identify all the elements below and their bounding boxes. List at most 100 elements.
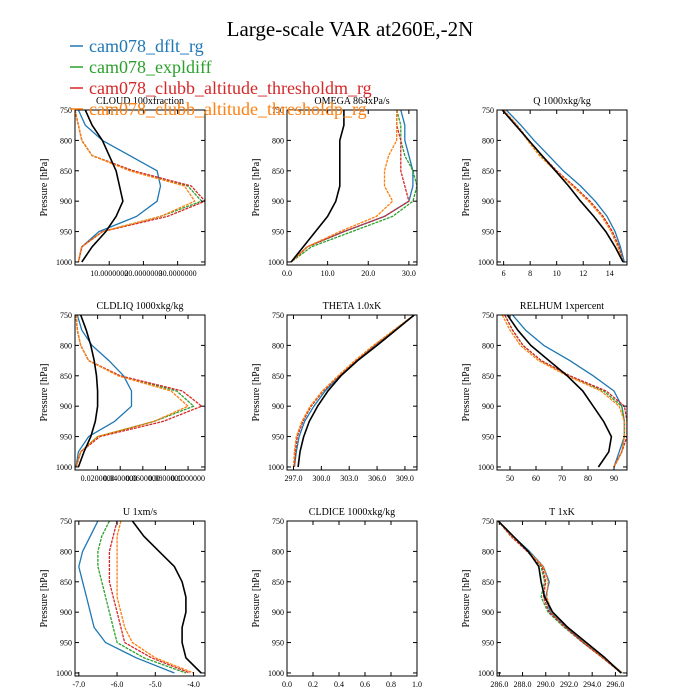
series-line-obs — [290, 110, 345, 263]
plot-frame — [286, 520, 418, 677]
x-tick-label: 0.2 — [308, 680, 318, 689]
y-axis-label: Pressure [hPa] — [251, 363, 262, 421]
y-tick-label: 850 — [60, 578, 72, 587]
y-tick-label: 950 — [482, 639, 494, 648]
y-axis-label: Pressure [hPa] — [461, 363, 472, 421]
y-tick-label: 850 — [482, 372, 494, 381]
x-tick-label: -5.0 — [149, 680, 162, 689]
series-line-cam078_clubb_altitude_thresholdp_rg — [75, 110, 196, 263]
x-tick-label: 80 — [584, 474, 592, 483]
x-tick-label: 60 — [532, 474, 540, 483]
panel-6: RELHUM 1xpercent Pressure [hPa] 1000 950 900… — [461, 301, 628, 483]
y-axis-label: Pressure [hPa] — [39, 569, 50, 627]
y-tick-label: 900 — [60, 197, 72, 206]
x-tick-label: 0.0200000 — [81, 474, 115, 483]
x-tick-label: 0.0800000 — [148, 474, 182, 483]
y-tick-label: 1000 — [268, 669, 284, 678]
y-tick-label: 750 — [482, 311, 494, 320]
y-tick-label: 950 — [272, 228, 284, 237]
y-tick-label: 900 — [482, 608, 494, 617]
panel-1: CLOUD 100xfraction Pressure [hPa] 1000 950 9… — [39, 96, 206, 278]
x-tick-label: 0.1000000 — [171, 474, 205, 483]
series-line-obs — [77, 315, 99, 468]
legend-label: cam078_clubb_altitude_thresholdp_rg — [89, 99, 367, 119]
y-axis-label: Pressure [hPa] — [461, 569, 472, 627]
y-tick-label: 900 — [272, 197, 284, 206]
y-tick-label: 800 — [482, 547, 494, 556]
x-tick-label: 70 — [558, 474, 566, 483]
series-line-obs — [497, 521, 622, 674]
plot-frame — [74, 109, 206, 266]
x-tick-label: 30.0000000 — [159, 269, 197, 278]
panel-title: OMEGA 864xPa/s — [314, 96, 389, 107]
panel-title: Q 1000xkg/kg — [533, 96, 591, 107]
y-tick-label: 900 — [482, 197, 494, 206]
series-line-cam078_clubb_altitude_thresholdm_rg — [497, 521, 622, 674]
y-tick-label: 850 — [272, 372, 284, 381]
y-axis-label: Pressure [hPa] — [461, 158, 472, 216]
y-tick-label: 950 — [272, 433, 284, 442]
x-tick-label: 303.0 — [340, 474, 358, 483]
x-tick-label: 12 — [579, 269, 587, 278]
y-tick-label: 1000 — [56, 258, 72, 267]
x-tick-label: 20.0 — [361, 269, 375, 278]
y-tick-label: 950 — [482, 433, 494, 442]
x-tick-label: 290.0 — [537, 680, 555, 689]
plot-frame — [74, 314, 206, 471]
x-tick-label: -7.0 — [72, 680, 85, 689]
y-tick-label: 800 — [272, 136, 284, 145]
figure-title: Large-scale VAR at260E,-2N — [227, 17, 474, 41]
series-line-cam078_clubb_altitude_thresholdm_rg — [504, 315, 627, 468]
y-axis-label: Pressure [hPa] — [251, 158, 262, 216]
panel-5: THETA 1.0xK Pressure [hPa] 1000 950 900 850 80… — [251, 301, 418, 483]
panel-title: THETA 1.0xK — [323, 301, 382, 312]
x-tick-label: 0.0 — [282, 269, 292, 278]
y-tick-label: 800 — [60, 341, 72, 350]
series-line-obs — [131, 521, 202, 674]
y-tick-label: 1000 — [56, 669, 72, 678]
y-tick-label: 750 — [272, 106, 284, 115]
y-tick-label: 750 — [60, 517, 72, 526]
panel-9: T 1xK Pressure [hPa] 1000 950 900 850 800 750 28… — [461, 507, 628, 689]
series-line-cam078_clubb_altitude_thresholdp_rg — [75, 315, 189, 468]
plot-frame — [496, 520, 628, 677]
y-tick-label: 850 — [482, 578, 494, 587]
panel-2: OMEGA 864xPa/s Pressure [hPa] 1000 950 900 85… — [251, 96, 418, 278]
y-tick-label: 900 — [482, 402, 494, 411]
series-lines — [497, 521, 623, 674]
series-line-obs — [501, 110, 624, 263]
x-tick-label: 297.0 — [285, 474, 303, 483]
legend-label: cam078_clubb_altitude_thresholdm_rg — [89, 78, 372, 98]
panel-8: CLDICE 1000xkg/kg Pressure [hPa] 1000 950 90… — [251, 507, 422, 689]
series-line-cam078_clubb_altitude_thresholdm_rg — [108, 521, 190, 674]
series-lines — [501, 315, 627, 468]
x-tick-label: 286.0 — [490, 680, 508, 689]
y-tick-label: 900 — [60, 608, 72, 617]
panel-7: U 1xm/s Pressure [hPa] 1000 950 900 850 800 750… — [39, 507, 206, 689]
x-tick-label: 20.0000000 — [124, 269, 162, 278]
series-line-cam078_clubb_altitude_thresholdp_rg — [501, 315, 626, 468]
y-tick-label: 750 — [60, 311, 72, 320]
panel-title: CLOUD 100xfraction — [96, 96, 184, 107]
x-tick-label: 0.6 — [360, 680, 370, 689]
x-tick-label: 50 — [506, 474, 514, 483]
x-tick-label: 10.0 — [321, 269, 335, 278]
x-tick-label: -4.0 — [187, 680, 200, 689]
y-tick-label: 1000 — [478, 463, 494, 472]
x-tick-label: 296.0 — [606, 680, 624, 689]
panel-title: CLDICE 1000xkg/kg — [309, 507, 395, 518]
y-tick-label: 750 — [482, 517, 494, 526]
y-tick-label: 800 — [272, 341, 284, 350]
x-tick-label: 309.0 — [396, 474, 414, 483]
legend: cam078_dflt_rgcam078_expldiffcam078_club… — [70, 36, 372, 119]
x-tick-label: -6.0 — [111, 680, 124, 689]
series-line-cam078_clubb_altitude_thresholdp_rg — [116, 521, 194, 674]
x-tick-label: 90 — [610, 474, 618, 483]
series-line-cam078_dflt_rg — [505, 110, 625, 263]
x-tick-label: 6 — [502, 269, 506, 278]
panels-grid: CLOUD 100xfraction Pressure [hPa] 1000 950 9… — [39, 96, 628, 689]
series-line-cam078_dflt_rg — [78, 521, 175, 674]
y-tick-label: 1000 — [478, 669, 494, 678]
series-line-obs — [81, 110, 124, 263]
series-lines — [290, 110, 417, 263]
